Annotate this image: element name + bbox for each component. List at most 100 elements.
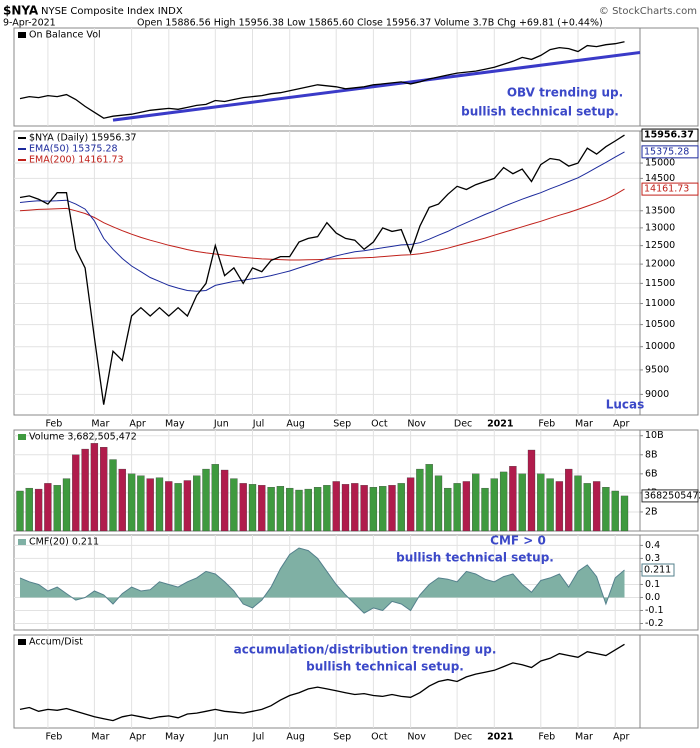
- cmf-area: [20, 548, 625, 614]
- x-tick-label: Feb: [538, 732, 555, 743]
- volume-bar: [72, 454, 80, 532]
- volume-bar: [155, 477, 164, 532]
- y-tick-label: 12500: [645, 240, 675, 251]
- value-box: [641, 128, 699, 142]
- volume-bar: [332, 481, 340, 532]
- indicator-line: [19, 643, 625, 722]
- volume-bar: [537, 473, 545, 532]
- volume-bar: [25, 487, 33, 532]
- volume-bar: [295, 489, 303, 532]
- x-tick-label: Feb: [538, 419, 555, 430]
- volume-bar: [258, 485, 266, 532]
- indicator-line: [19, 41, 625, 119]
- y-tick-label: 15000: [645, 158, 675, 169]
- volume-bar: [360, 485, 368, 532]
- series-line: [19, 134, 625, 405]
- x-tick-label: Apr: [129, 732, 146, 743]
- series-line: [19, 151, 625, 292]
- volume-bar: [555, 481, 564, 532]
- y-tick-label: 11000: [645, 298, 675, 309]
- annotation: CMF > 0: [490, 534, 546, 548]
- volume-bar: [100, 447, 108, 532]
- volume-bar: [434, 475, 443, 532]
- cmf-line: [19, 547, 625, 614]
- volume-bar: [137, 475, 145, 532]
- value-box: [641, 145, 699, 159]
- volume-bar: [276, 486, 285, 532]
- panel-frame: [13, 130, 699, 416]
- volume-bar: [248, 484, 257, 532]
- volume-bar: [481, 487, 489, 532]
- volume-bar: [397, 483, 405, 532]
- y-tick-label: 9000: [645, 389, 669, 400]
- y-tick-label: 14500: [645, 173, 675, 184]
- volume-bar: [174, 483, 182, 532]
- annotation: bullish technical setup.: [306, 660, 464, 674]
- volume-bar: [16, 490, 24, 532]
- value-box: [641, 489, 699, 503]
- volume-bar: [286, 487, 294, 532]
- annotation: bullish technical setup.: [461, 105, 619, 119]
- volume-bar: [109, 459, 117, 532]
- y-tick-label: 0.0: [645, 592, 660, 603]
- annotation: bullish technical setup.: [396, 551, 554, 565]
- volume-bar: [453, 483, 461, 532]
- volume-bar: [34, 488, 43, 532]
- volume-bar: [620, 495, 629, 532]
- y-tick-label: 10500: [645, 319, 675, 330]
- date: 9-Apr-2021: [3, 18, 56, 29]
- value-box-label: 15375.28: [644, 146, 689, 157]
- x-tick-label: Jun: [213, 732, 229, 743]
- volume-bar: [574, 475, 582, 532]
- x-tick-label: Nov: [407, 419, 426, 430]
- annotation: accumulation/distribution trending up.: [234, 643, 497, 657]
- y-tick-label: 10B: [645, 430, 664, 441]
- volume-bar: [388, 485, 396, 532]
- volume-bar: [499, 471, 508, 532]
- title-swatch: [18, 539, 26, 545]
- x-tick-label: Mar: [91, 732, 109, 743]
- credit: © StockCharts.com: [599, 6, 697, 17]
- volume-bar: [509, 466, 517, 532]
- volume-bar: [565, 468, 573, 532]
- x-tick-label: Feb: [45, 732, 62, 743]
- value-box: [641, 182, 699, 196]
- x-tick-label: Oct: [371, 419, 388, 430]
- x-tick-label: Oct: [371, 732, 388, 743]
- x-tick-label: Apr: [613, 419, 630, 430]
- volume-bar: [351, 483, 359, 532]
- volume-bar: [53, 485, 61, 532]
- volume-bar: [313, 487, 322, 532]
- y-tick-label: -0.1: [645, 605, 664, 616]
- x-tick-label: Sep: [333, 732, 351, 743]
- volume-bar: [62, 478, 71, 532]
- y-tick-label: 0.3: [645, 553, 660, 564]
- panel-title: Accum/Dist: [29, 637, 83, 648]
- legend-label: EMA(200) 14161.73: [29, 155, 124, 166]
- volume-bar: [416, 468, 424, 532]
- y-tick-label: 6B: [645, 468, 658, 479]
- symbol: $NYA: [3, 4, 39, 18]
- y-tick-label: 8B: [645, 449, 658, 460]
- title-swatch: [18, 434, 26, 440]
- legend-label: $NYA (Daily) 15956.37: [29, 133, 137, 144]
- x-tick-label: May: [165, 732, 185, 743]
- volume-bar: [341, 484, 350, 532]
- x-tick-label: May: [165, 419, 185, 430]
- x-tick-label: Dec: [454, 419, 472, 430]
- volume-bar: [323, 485, 331, 532]
- volume-bar: [165, 481, 173, 532]
- x-tick-label: Nov: [407, 732, 426, 743]
- value-box-label: 15956.37: [644, 130, 694, 141]
- volume-bar: [202, 468, 210, 532]
- volume-bar: [527, 449, 536, 532]
- volume-bar: [406, 477, 415, 532]
- y-tick-label: 9500: [645, 364, 669, 375]
- x-tick-label: Jul: [252, 732, 264, 743]
- x-tick-label: Mar: [91, 419, 109, 430]
- y-tick-label: -0.2: [645, 618, 664, 629]
- x-tick-label: Mar: [575, 732, 593, 743]
- panel-title: CMF(20) 0.211: [29, 537, 99, 548]
- x-tick-label: Dec: [454, 732, 472, 743]
